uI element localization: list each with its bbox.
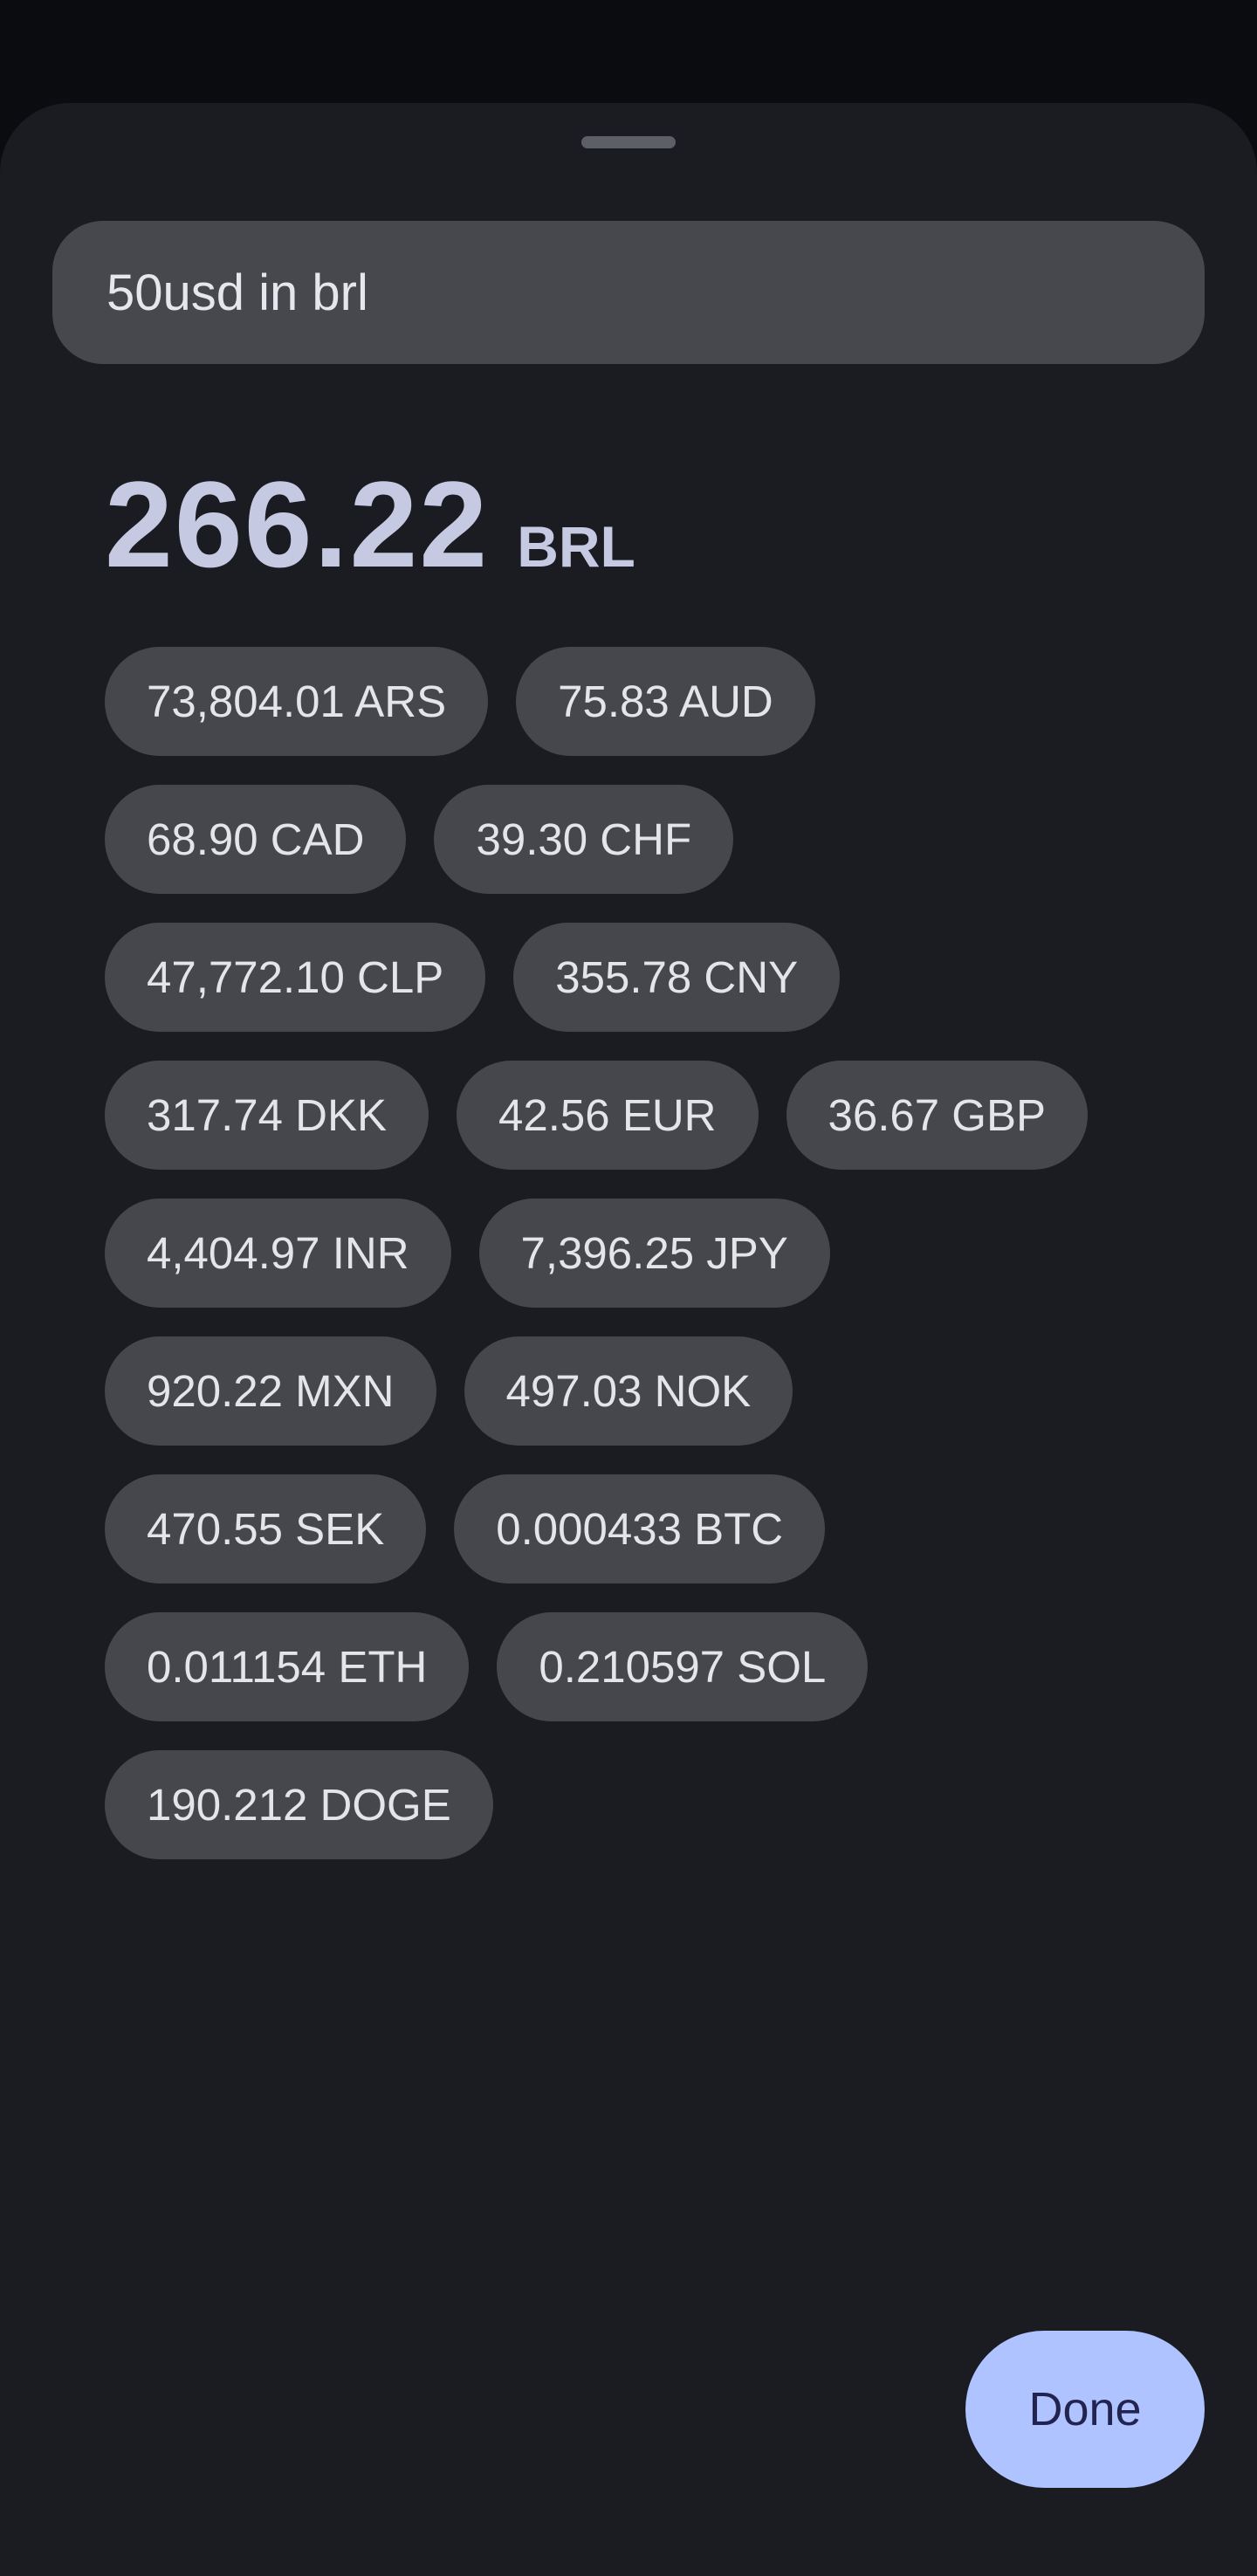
chip-row: 317.74 DKK 42.56 EUR 36.67 GBP [105, 1061, 1152, 1170]
result-value: 266.22 [105, 456, 490, 593]
conversion-chip[interactable]: 920.22 MXN [105, 1336, 436, 1446]
query-field[interactable] [52, 221, 1205, 364]
result-display: 266.22 BRL [105, 454, 635, 595]
chip-row: 470.55 SEK 0.000433 BTC [105, 1474, 1152, 1583]
result-unit: BRL [517, 514, 635, 579]
conversion-chip[interactable]: 47,772.10 CLP [105, 923, 486, 1032]
conversion-chip[interactable]: 36.67 GBP [786, 1061, 1089, 1170]
conversion-chip[interactable]: 317.74 DKK [105, 1061, 429, 1170]
conversion-chip[interactable]: 68.90 CAD [105, 785, 407, 894]
chip-row: 0.011154 ETH 0.210597 SOL [105, 1612, 1152, 1721]
done-button[interactable]: Done [965, 2331, 1205, 2488]
chip-row: 190.212 DOGE [105, 1750, 1152, 1859]
chip-row: 68.90 CAD 39.30 CHF [105, 785, 1152, 894]
conversion-chip[interactable]: 0.011154 ETH [105, 1612, 470, 1721]
conversion-chip[interactable]: 0.000433 BTC [454, 1474, 826, 1583]
conversion-chip[interactable]: 39.30 CHF [434, 785, 734, 894]
conversion-chip[interactable]: 42.56 EUR [457, 1061, 759, 1170]
conversion-chip[interactable]: 0.210597 SOL [497, 1612, 869, 1721]
chip-row: 73,804.01 ARS 75.83 AUD [105, 647, 1152, 756]
conversion-chip[interactable]: 190.212 DOGE [105, 1750, 493, 1859]
conversion-chip[interactable]: 4,404.97 INR [105, 1199, 451, 1308]
chip-row: 920.22 MXN 497.03 NOK [105, 1336, 1152, 1446]
conversion-chip[interactable]: 75.83 AUD [516, 647, 815, 756]
chip-row: 47,772.10 CLP 355.78 CNY [105, 923, 1152, 1032]
query-input[interactable] [106, 263, 1154, 322]
conversion-chip[interactable]: 7,396.25 JPY [478, 1199, 830, 1308]
conversion-chip[interactable]: 355.78 CNY [513, 923, 841, 1032]
conversion-chips: 73,804.01 ARS 75.83 AUD 68.90 CAD 39.30 … [105, 647, 1152, 1888]
chip-row: 4,404.97 INR 7,396.25 JPY [105, 1199, 1152, 1308]
drag-handle[interactable] [581, 136, 676, 148]
conversion-chip[interactable]: 470.55 SEK [105, 1474, 427, 1583]
conversion-chip[interactable]: 73,804.01 ARS [105, 647, 489, 756]
conversion-chip[interactable]: 497.03 NOK [464, 1336, 793, 1446]
